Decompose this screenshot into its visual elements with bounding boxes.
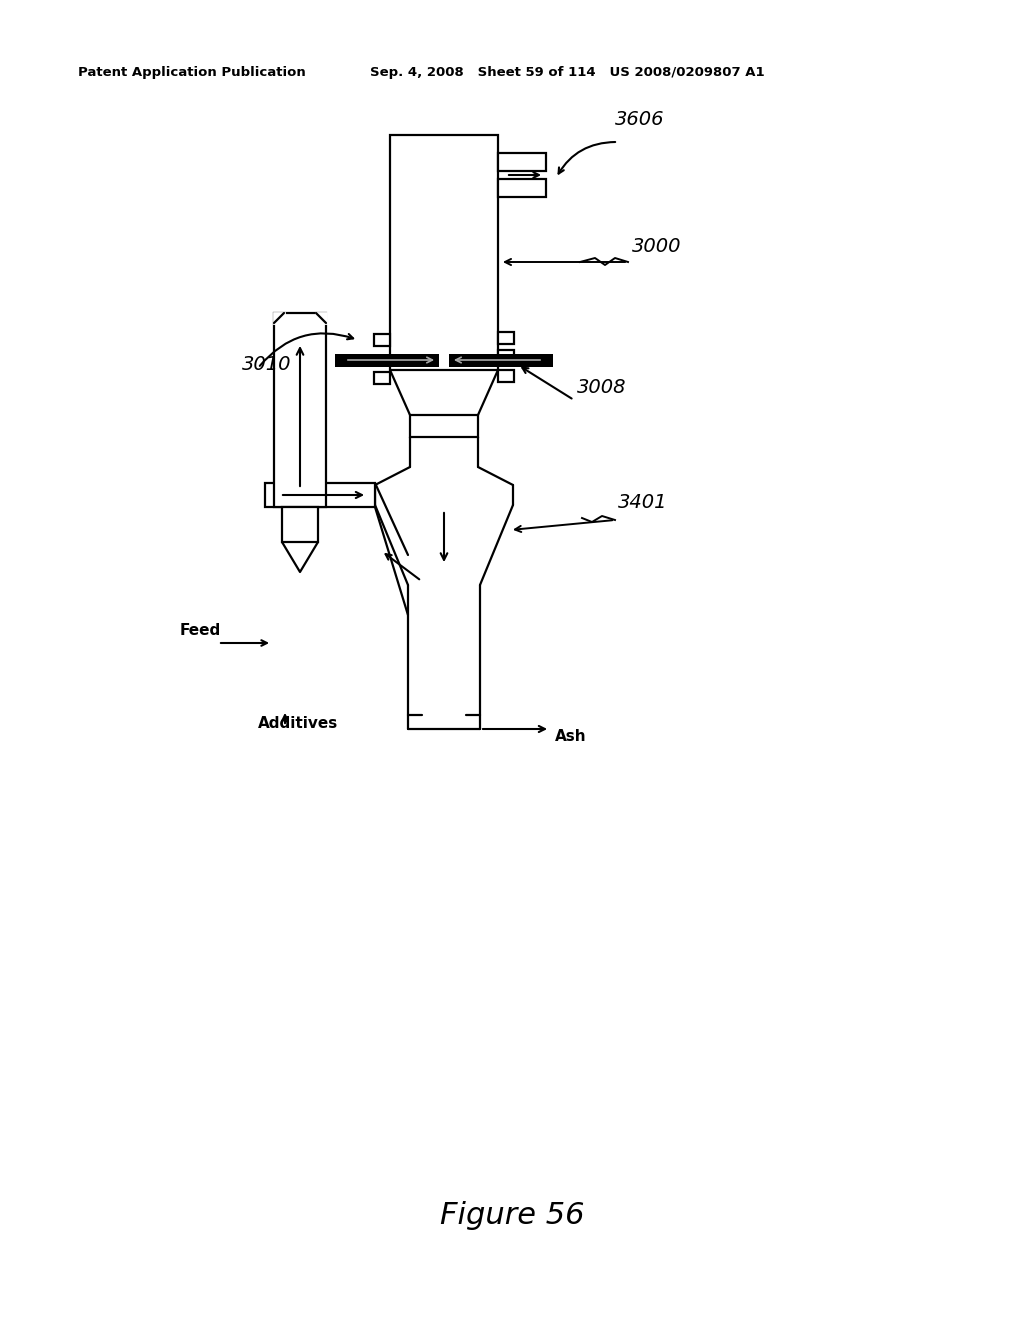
Bar bbox=[274, 313, 284, 323]
Text: Sep. 4, 2008   Sheet 59 of 114   US 2008/0209807 A1: Sep. 4, 2008 Sheet 59 of 114 US 2008/020… bbox=[370, 66, 765, 79]
Text: Feed: Feed bbox=[180, 623, 221, 638]
Text: 3000: 3000 bbox=[632, 238, 682, 256]
Bar bbox=[390, 135, 498, 370]
Bar bbox=[449, 354, 553, 367]
Bar bbox=[335, 354, 439, 367]
Bar bbox=[274, 313, 326, 507]
Bar bbox=[374, 372, 390, 384]
Text: 3401: 3401 bbox=[618, 492, 668, 512]
Bar bbox=[282, 507, 318, 543]
Bar bbox=[498, 370, 514, 381]
Bar bbox=[498, 180, 546, 197]
Bar bbox=[410, 414, 478, 437]
Bar bbox=[374, 334, 390, 346]
Text: 3606: 3606 bbox=[615, 110, 665, 129]
Text: 3008: 3008 bbox=[577, 378, 627, 397]
Text: Patent Application Publication: Patent Application Publication bbox=[78, 66, 306, 79]
Bar bbox=[316, 313, 326, 323]
Bar bbox=[498, 350, 514, 362]
Bar bbox=[498, 333, 514, 345]
Bar bbox=[498, 153, 546, 172]
Text: 3010: 3010 bbox=[242, 355, 292, 374]
Text: Additives: Additives bbox=[258, 715, 338, 731]
Text: Ash: Ash bbox=[555, 729, 587, 744]
Text: Figure 56: Figure 56 bbox=[439, 1200, 585, 1229]
Bar bbox=[265, 483, 375, 507]
